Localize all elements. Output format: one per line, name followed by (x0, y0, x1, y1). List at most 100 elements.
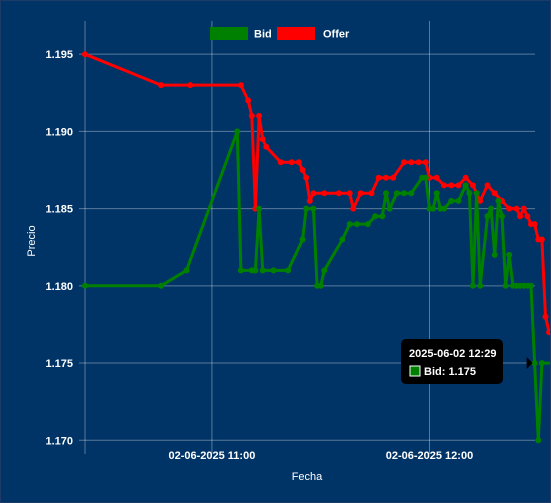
offer-data-point (375, 174, 382, 181)
offer-data-point (248, 112, 255, 119)
bid-data-point (441, 205, 447, 212)
bid-data-point (477, 282, 484, 289)
bid-data-point (386, 205, 393, 212)
bid-data-point (183, 267, 190, 274)
bid-data-point (310, 205, 317, 212)
offer-data-point (303, 174, 310, 181)
y-tick-label: 1.195 (45, 49, 73, 61)
bid-data-point (339, 236, 346, 243)
offer-data-point (517, 213, 524, 220)
offer-data-point (335, 190, 342, 197)
bid-data-point (270, 267, 277, 274)
legend-label-bid: Bid (254, 29, 272, 41)
legend: Bid Offer (210, 27, 350, 41)
bid-data-point (285, 267, 292, 274)
bid-data-point (252, 267, 259, 274)
bid-data-point (82, 282, 88, 289)
offer-data-point (321, 190, 328, 197)
offer-data-point (350, 205, 357, 212)
offer-data-point (441, 182, 447, 189)
tooltip-value: Bid: 1.175 (424, 366, 476, 378)
bid-data-point (473, 190, 480, 197)
legend-label-offer: Offer (323, 29, 350, 41)
bid-data-point (506, 251, 513, 258)
bid-data-point (491, 251, 498, 258)
offer-data-point (383, 174, 389, 181)
bid-data-point (256, 205, 263, 212)
grid-lines (79, 21, 535, 454)
bid-data-point (488, 205, 495, 212)
offer-data-point (237, 82, 244, 89)
bid-data-point (234, 128, 241, 135)
offer-data-point (256, 112, 263, 119)
x-axis-ticks: 02-06-2025 11:00 02-06-2025 12:00 (168, 450, 473, 462)
bid-data-point (448, 197, 455, 204)
offer-data-point (462, 174, 469, 181)
bid-data-point (528, 282, 534, 289)
offer-data-point (401, 159, 408, 166)
offer-data-point (158, 82, 165, 89)
offer-data-point (82, 51, 88, 58)
offer-data-point (415, 159, 422, 166)
offer-data-point (245, 97, 252, 104)
offer-data-point (513, 205, 520, 212)
bid-data-point (455, 197, 462, 204)
bid-data-point (470, 282, 476, 289)
tooltip: 2025-06-02 12:29 Bid: 1.175 (401, 339, 533, 384)
offer-data-point (310, 190, 317, 197)
y-axis-ticks: 1.195 1.190 1.185 1.180 1.175 1.170 (45, 49, 73, 447)
offer-data-point (346, 190, 353, 197)
offer-data-point (277, 159, 284, 166)
y-tick-label: 1.170 (45, 435, 73, 447)
bid-data-point (466, 190, 473, 197)
tooltip-swatch (409, 365, 421, 377)
bid-data-point (495, 197, 502, 204)
offer-data-point (455, 182, 462, 189)
y-axis-title: Precio (26, 225, 38, 256)
bid-data-point (379, 213, 386, 220)
offer-data-point (542, 313, 549, 320)
bid-data-point (538, 360, 545, 367)
offer-data-point (357, 190, 364, 197)
offer-data-point (390, 174, 397, 181)
bid-data-point (321, 267, 328, 274)
bid-data-point (531, 360, 538, 367)
bid-data-point (354, 221, 360, 228)
y-tick-label: 1.185 (45, 204, 73, 216)
offer-data-point (531, 221, 538, 228)
offer-data-point (187, 82, 194, 89)
offer-data-point (448, 182, 455, 189)
bid-data-point (364, 221, 371, 228)
offer-data-point (491, 190, 498, 197)
offer-data-point (524, 213, 531, 220)
bid-data-point (462, 182, 469, 189)
offer-data-point (295, 159, 302, 166)
offer-data-point (288, 159, 295, 166)
offer-data-point (263, 143, 270, 150)
bid-data-point (502, 282, 509, 289)
bid-data-point (484, 213, 491, 220)
bid-data-point (372, 213, 379, 220)
bid-data-point (408, 190, 415, 197)
bid-data-point (237, 267, 244, 274)
bid-data-point (383, 190, 389, 197)
offer-data-point (299, 167, 306, 173)
x-tick-label: 02-06-2025 11:00 (168, 450, 255, 462)
tooltip-title: 2025-06-02 12:29 (409, 348, 496, 360)
offer-data-point (433, 174, 440, 181)
offer-data-point (408, 159, 415, 166)
offer-data-point (477, 197, 484, 204)
x-axis-title: Fecha (292, 471, 323, 483)
bid-data-point (422, 174, 429, 181)
offer-data-point (520, 205, 527, 212)
bid-data-point (303, 205, 310, 212)
offer-data-point (538, 236, 545, 243)
bid-data-point (346, 221, 353, 228)
offer-data-point (506, 205, 513, 212)
bid-data-point (299, 236, 306, 243)
offer-data-point (368, 190, 375, 197)
tooltip-caret (526, 357, 533, 370)
bid-data-point (259, 267, 266, 274)
offer-data-point (259, 136, 266, 143)
